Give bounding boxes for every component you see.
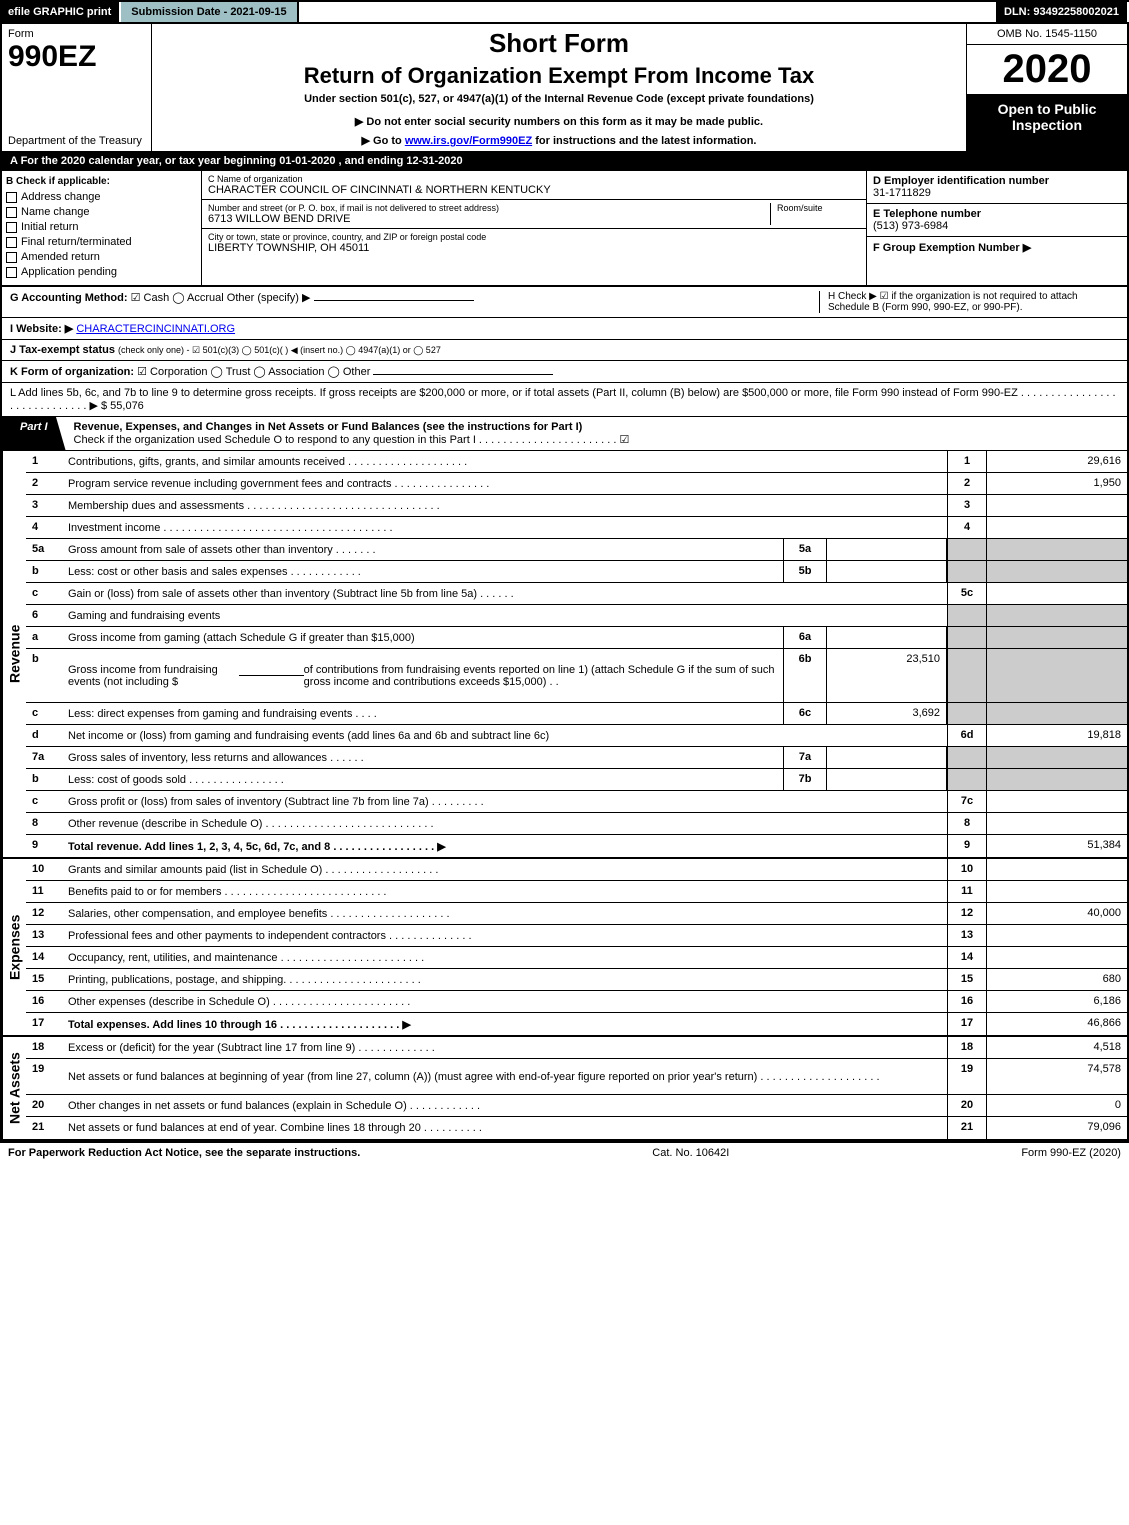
net-assets-label: Net Assets bbox=[2, 1037, 26, 1139]
cb-initial-return[interactable]: Initial return bbox=[6, 221, 197, 233]
line-7c-value bbox=[987, 791, 1127, 812]
line-5c-value bbox=[987, 583, 1127, 604]
title-ssn-note: ▶ Do not enter social security numbers o… bbox=[158, 115, 960, 128]
net-assets-table: Net Assets 18Excess or (deficit) for the… bbox=[0, 1037, 1129, 1141]
e-tel-label: E Telephone number bbox=[873, 208, 1121, 220]
line-16-value: 6,186 bbox=[987, 991, 1127, 1012]
line-18-value: 4,518 bbox=[987, 1037, 1127, 1058]
title-under-section: Under section 501(c), 527, or 4947(a)(1)… bbox=[158, 93, 960, 105]
line-6c-value: 3,692 bbox=[827, 703, 947, 724]
line-12-value: 40,000 bbox=[987, 903, 1127, 924]
d-ein-label: D Employer identification number bbox=[873, 175, 1121, 187]
row-k-form-of-org: K Form of organization: ☑ Corporation ◯ … bbox=[0, 361, 1129, 383]
irs-link[interactable]: www.irs.gov/Form990EZ bbox=[405, 135, 532, 147]
cb-address-change[interactable]: Address change bbox=[6, 191, 197, 203]
section-bcd: B Check if applicable: Address change Na… bbox=[0, 171, 1129, 287]
c-room-label: Room/suite bbox=[777, 203, 860, 213]
c-addr-label: Number and street (or P. O. box, if mail… bbox=[208, 203, 770, 213]
cb-amended-return[interactable]: Amended return bbox=[6, 251, 197, 263]
org-name: CHARACTER COUNCIL OF CINCINNATI & NORTHE… bbox=[208, 184, 860, 196]
form-reference: Form 990-EZ (2020) bbox=[1021, 1147, 1121, 1159]
line-8-value bbox=[987, 813, 1127, 834]
line-9-total-revenue: 51,384 bbox=[987, 835, 1127, 857]
revenue-table: Revenue 1Contributions, gifts, grants, a… bbox=[0, 451, 1129, 859]
org-street: 6713 WILLOW BEND DRIVE bbox=[208, 213, 770, 225]
c-name-label: C Name of organization bbox=[208, 174, 860, 184]
expenses-table: Expenses 10Grants and similar amounts pa… bbox=[0, 859, 1129, 1037]
line-2-value: 1,950 bbox=[987, 473, 1127, 494]
line-6b-value: 23,510 bbox=[827, 649, 947, 702]
revenue-label: Revenue bbox=[2, 451, 26, 857]
part-1-schedule-o-check: Check if the organization used Schedule … bbox=[74, 434, 630, 446]
paperwork-notice: For Paperwork Reduction Act Notice, see … bbox=[8, 1147, 360, 1159]
open-public-inspection: Open to Public Inspection bbox=[967, 95, 1127, 151]
line-6d-value: 19,818 bbox=[987, 725, 1127, 746]
department-label: Department of the Treasury bbox=[8, 135, 145, 147]
gross-receipts-value: $ 55,076 bbox=[101, 400, 144, 412]
title-short-form: Short Form bbox=[158, 28, 960, 59]
efile-print-button[interactable]: efile GRAPHIC print bbox=[0, 2, 121, 22]
form-number: 990EZ bbox=[8, 40, 145, 74]
line-a-tax-year: A For the 2020 calendar year, or tax yea… bbox=[0, 151, 1129, 171]
cb-name-change[interactable]: Name change bbox=[6, 206, 197, 218]
omb-number: OMB No. 1545-1150 bbox=[967, 24, 1127, 45]
submission-date: Submission Date - 2021-09-15 bbox=[121, 2, 298, 22]
form-990ez-page: efile GRAPHIC print Submission Date - 20… bbox=[0, 0, 1129, 1163]
line-1-value: 29,616 bbox=[987, 451, 1127, 472]
part-1-header: Part I Revenue, Expenses, and Changes in… bbox=[0, 417, 1129, 451]
website-link[interactable]: CHARACTERCINCINNATI.ORG bbox=[76, 323, 235, 335]
form-word: Form bbox=[8, 28, 145, 40]
f-group-exempt-label: F Group Exemption Number ▶ bbox=[873, 241, 1121, 254]
section-c-org-info: C Name of organization CHARACTER COUNCIL… bbox=[202, 171, 867, 285]
header-center: Short Form Return of Organization Exempt… bbox=[152, 24, 967, 151]
telephone-value: (513) 973-6984 bbox=[873, 220, 1121, 232]
header-left: Form 990EZ Department of the Treasury bbox=[2, 24, 152, 151]
line-20-value: 0 bbox=[987, 1095, 1127, 1116]
h-schedule-b-check: H Check ▶ ☑ if the organization is not r… bbox=[819, 291, 1119, 313]
g-accounting-method: G Accounting Method: ☑ Cash ◯ Accrual Ot… bbox=[10, 291, 819, 313]
part-1-tab: Part I bbox=[2, 417, 66, 450]
title-return: Return of Organization Exempt From Incom… bbox=[158, 63, 960, 89]
line-4-value bbox=[987, 517, 1127, 538]
row-i-website: I Website: ▶ CHARACTERCINCINNATI.ORG bbox=[0, 318, 1129, 340]
top-bar: efile GRAPHIC print Submission Date - 20… bbox=[0, 0, 1129, 24]
catalog-number: Cat. No. 10642I bbox=[652, 1147, 729, 1159]
cb-final-return[interactable]: Final return/terminated bbox=[6, 236, 197, 248]
form-header: Form 990EZ Department of the Treasury Sh… bbox=[0, 24, 1129, 151]
line-15-value: 680 bbox=[987, 969, 1127, 990]
c-city-label: City or town, state or province, country… bbox=[208, 232, 860, 242]
section-b-checkboxes: B Check if applicable: Address change Na… bbox=[2, 171, 202, 285]
row-l-gross-receipts: L Add lines 5b, 6c, and 7b to line 9 to … bbox=[0, 383, 1129, 417]
tax-year: 2020 bbox=[967, 45, 1127, 95]
row-g-h: G Accounting Method: ☑ Cash ◯ Accrual Ot… bbox=[0, 287, 1129, 318]
line-17-total-expenses: 46,866 bbox=[987, 1013, 1127, 1035]
ein-value: 31-1711829 bbox=[873, 187, 1121, 199]
line-21-value: 79,096 bbox=[987, 1117, 1127, 1139]
cb-application-pending[interactable]: Application pending bbox=[6, 266, 197, 278]
line-19-value: 74,578 bbox=[987, 1059, 1127, 1094]
header-right: OMB No. 1545-1150 2020 Open to Public In… bbox=[967, 24, 1127, 151]
expenses-label: Expenses bbox=[2, 859, 26, 1035]
page-footer: For Paperwork Reduction Act Notice, see … bbox=[0, 1141, 1129, 1163]
line-3-value bbox=[987, 495, 1127, 516]
org-city: LIBERTY TOWNSHIP, OH 45011 bbox=[208, 242, 860, 254]
part-1-title: Revenue, Expenses, and Changes in Net As… bbox=[74, 421, 583, 433]
row-j-tax-exempt: J Tax-exempt status (check only one) - ☑… bbox=[0, 340, 1129, 361]
dln-label: DLN: 93492258002021 bbox=[996, 2, 1129, 22]
section-d-e-f: D Employer identification number 31-1711… bbox=[867, 171, 1127, 285]
goto-line: ▶ Go to www.irs.gov/Form990EZ for instru… bbox=[158, 134, 960, 147]
